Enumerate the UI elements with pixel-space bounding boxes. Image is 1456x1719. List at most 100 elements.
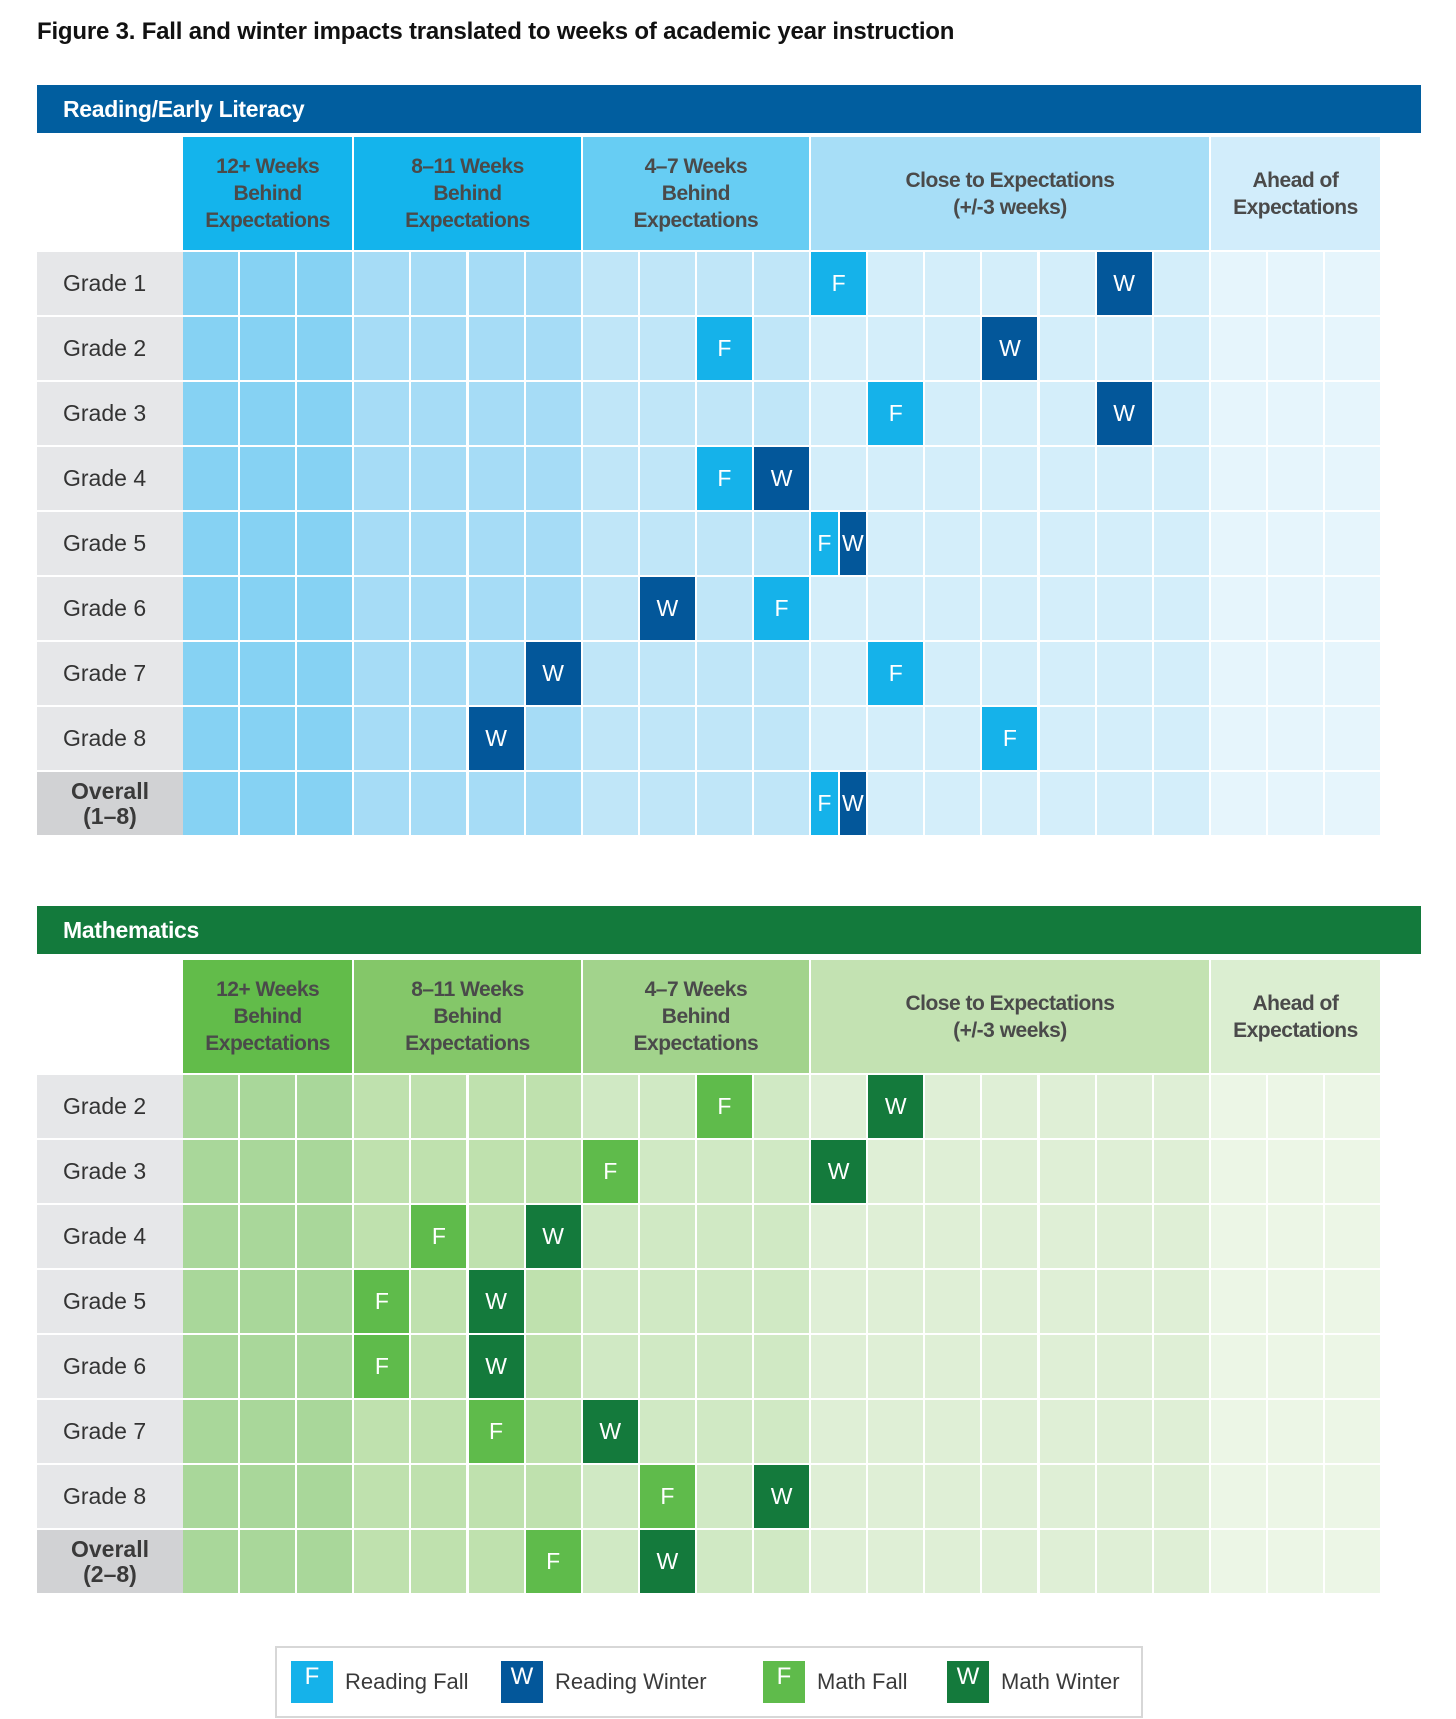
grid-cell bbox=[1210, 1075, 1268, 1140]
grid-cell bbox=[411, 1465, 469, 1530]
grid-cell bbox=[868, 252, 926, 317]
grid-cell bbox=[183, 1335, 241, 1400]
grid-cell bbox=[411, 1530, 469, 1595]
grid-cell bbox=[582, 577, 640, 642]
grid-cell bbox=[696, 1270, 754, 1335]
grid-cell bbox=[1096, 1140, 1154, 1205]
grid-cell bbox=[754, 642, 812, 707]
grid-cell bbox=[1039, 447, 1097, 512]
grid-cell bbox=[1267, 382, 1325, 447]
grid-cell bbox=[354, 1140, 412, 1205]
grid-cell bbox=[925, 1465, 983, 1530]
grid-cell bbox=[1325, 1075, 1383, 1140]
grid-cell bbox=[582, 1530, 640, 1595]
row-label: Grade 6 bbox=[37, 577, 183, 640]
grid-cell bbox=[1325, 642, 1383, 707]
grid-cell bbox=[1153, 512, 1211, 577]
grid-cell bbox=[1039, 1270, 1097, 1335]
grid-cell bbox=[468, 1075, 526, 1140]
grid-cell bbox=[354, 512, 412, 577]
legend-item: F Reading Fall bbox=[291, 1648, 469, 1716]
grid-cell bbox=[525, 447, 583, 512]
grid-cell bbox=[1210, 447, 1268, 512]
grid-cell bbox=[868, 1465, 926, 1530]
grid-cell bbox=[1210, 317, 1268, 382]
grid-cell bbox=[411, 1400, 469, 1465]
grid-cell bbox=[811, 382, 869, 447]
grid-cell bbox=[1039, 1530, 1097, 1595]
grid-cell bbox=[696, 252, 754, 317]
grid-cell bbox=[868, 1335, 926, 1400]
grid-cell bbox=[1210, 252, 1268, 317]
grid-cell bbox=[982, 382, 1040, 447]
grid-cell bbox=[754, 1400, 812, 1465]
fall-marker: F bbox=[582, 1140, 640, 1205]
grid-cell bbox=[868, 1270, 926, 1335]
grid-cell bbox=[1039, 1335, 1097, 1400]
grid-cell bbox=[240, 1075, 298, 1140]
grid-cell bbox=[696, 577, 754, 642]
grid-cell bbox=[639, 1270, 697, 1335]
column-group-header: Ahead of Expectations bbox=[1210, 960, 1381, 1073]
grid-cell bbox=[411, 577, 469, 642]
grid-cell bbox=[925, 642, 983, 707]
grid-cell bbox=[240, 1530, 298, 1595]
grid-cell bbox=[1096, 707, 1154, 772]
grid-cell bbox=[240, 1465, 298, 1530]
grid-cell bbox=[1267, 1530, 1325, 1595]
grid-cell bbox=[639, 447, 697, 512]
grid-cell bbox=[1267, 1465, 1325, 1530]
grid-cell bbox=[1096, 512, 1154, 577]
grid-cell bbox=[240, 1400, 298, 1465]
grid-cell bbox=[582, 447, 640, 512]
grid-cell bbox=[982, 252, 1040, 317]
grid-cell bbox=[1210, 382, 1268, 447]
grid-cell bbox=[240, 577, 298, 642]
grid-cell bbox=[811, 1530, 869, 1595]
grid-cell bbox=[1210, 642, 1268, 707]
grid-cell bbox=[183, 642, 241, 707]
grid-cell bbox=[240, 707, 298, 772]
row-label: Grade 8 bbox=[37, 1465, 183, 1528]
column-group-header: 8–11 Weeks Behind Expectations bbox=[354, 960, 581, 1073]
grid-cell bbox=[1096, 1400, 1154, 1465]
grid-cell bbox=[811, 1335, 869, 1400]
grid-cell bbox=[925, 1530, 983, 1595]
grid-cell bbox=[582, 707, 640, 772]
grid-cell bbox=[1210, 707, 1268, 772]
grid-cell bbox=[525, 1465, 583, 1530]
grid-cell bbox=[754, 1530, 812, 1595]
grid-cell bbox=[639, 772, 697, 837]
grid-cell bbox=[183, 707, 241, 772]
grid-cell bbox=[582, 1335, 640, 1400]
grid-cell bbox=[468, 1465, 526, 1530]
grid-cell bbox=[1153, 1465, 1211, 1530]
grid-cell bbox=[1267, 1335, 1325, 1400]
grid-cell bbox=[639, 1400, 697, 1465]
grid-cell bbox=[868, 1530, 926, 1595]
grid-cell bbox=[354, 252, 412, 317]
winter-marker: W bbox=[839, 772, 869, 837]
row-label: Grade 7 bbox=[37, 1400, 183, 1463]
grid-cell bbox=[354, 772, 412, 837]
winter-marker: W bbox=[468, 707, 526, 772]
winter-marker: W bbox=[1096, 382, 1154, 447]
row-label: Grade 3 bbox=[37, 382, 183, 445]
row-label: Grade 4 bbox=[37, 447, 183, 510]
grid-cell bbox=[982, 1140, 1040, 1205]
grid-cell bbox=[1325, 772, 1383, 837]
grid-cell bbox=[468, 772, 526, 837]
grid-cell bbox=[754, 1335, 812, 1400]
grid-cell bbox=[1096, 1075, 1154, 1140]
legend-label: Math Fall bbox=[817, 1669, 908, 1694]
grid-cell bbox=[754, 252, 812, 317]
winter-marker: W bbox=[582, 1400, 640, 1465]
winter-marker: W bbox=[754, 447, 812, 512]
grid-cell bbox=[754, 1205, 812, 1270]
grid-cell bbox=[582, 772, 640, 837]
legend-item: W Reading Winter bbox=[501, 1648, 707, 1716]
grid-cell bbox=[297, 382, 355, 447]
grid-cell bbox=[1267, 252, 1325, 317]
grid-cell bbox=[1325, 1140, 1383, 1205]
winter-marker: W bbox=[525, 1205, 583, 1270]
